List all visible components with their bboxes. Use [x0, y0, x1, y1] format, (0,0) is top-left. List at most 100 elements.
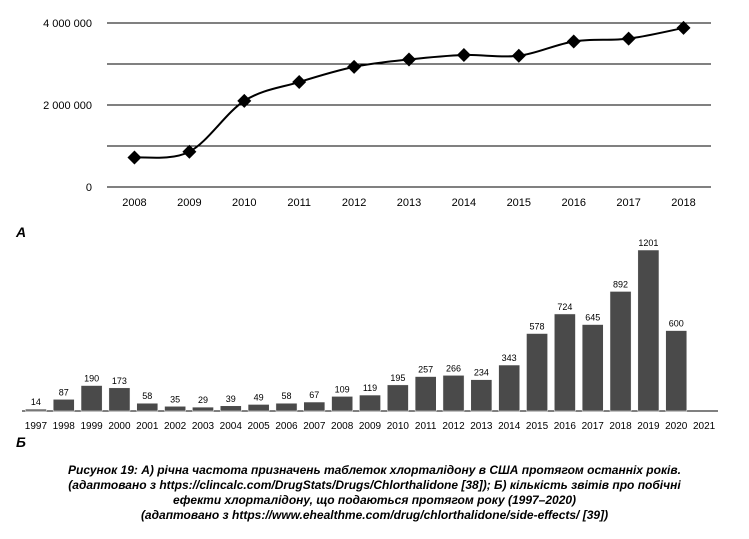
data-label: 195 [390, 373, 405, 383]
figure-caption: Рисунок 19: А) річна частота призначень … [0, 463, 749, 523]
bar [275, 402, 298, 412]
bar-chart-side-effect-reports: 14 1997 87 1998 190 1999 173 2000 58 2001 35 2002 29… [22, 238, 718, 432]
x-tick-label: 2004 [220, 421, 243, 432]
x-tick-label: 2009 [359, 421, 382, 432]
x-tick-label: 2006 [275, 421, 298, 432]
line-chart-prescriptions: 0 2 000 000 4 000 000 2008 2009 2010 2011 2012 2… [43, 18, 711, 209]
data-point-marker [566, 34, 581, 49]
data-point-marker [237, 93, 252, 108]
bar [52, 399, 75, 412]
x-tick-label: 1998 [53, 421, 76, 432]
data-label: 29 [198, 395, 208, 405]
data-label: 87 [59, 387, 69, 397]
bar [219, 405, 242, 412]
panel-label-a: А [16, 224, 27, 240]
bar [108, 387, 131, 412]
data-label: 645 [585, 313, 600, 323]
bar [331, 396, 353, 412]
x-tick-label: 2021 [693, 421, 716, 432]
data-label: 578 [530, 322, 545, 332]
data-point-marker [292, 75, 307, 90]
bar [665, 330, 688, 412]
data-label: 600 [669, 319, 684, 329]
data-point-marker [127, 150, 142, 165]
data-label: 343 [502, 353, 517, 363]
data-label: 58 [142, 391, 152, 401]
data-label: 49 [254, 392, 264, 402]
x-tick-label: 2014 [498, 421, 521, 432]
data-point-marker [402, 52, 416, 67]
x-tick-label: 2010 [232, 197, 256, 209]
data-label: 1201 [638, 238, 658, 248]
bar [359, 394, 381, 412]
bar [303, 401, 326, 412]
x-tick-label: 2008 [331, 421, 354, 432]
y-tick-label: 0 [86, 182, 92, 194]
data-label: 257 [418, 365, 433, 375]
data-label: 724 [557, 302, 572, 312]
data-label: 266 [446, 363, 461, 373]
bar [247, 404, 270, 412]
x-tick-label: 2016 [561, 197, 585, 209]
x-tick-label: 2008 [122, 197, 146, 209]
series-line [134, 26, 684, 159]
panel-label-b: Б [16, 434, 26, 450]
x-tick-label: 2015 [526, 421, 549, 432]
x-tick-label: 2018 [609, 421, 632, 432]
caption-line-1: Рисунок 19: А) річна частота призначень … [68, 463, 681, 477]
x-tick-label: 2020 [665, 421, 688, 432]
bar [442, 375, 465, 412]
data-label: 14 [31, 397, 41, 407]
x-tick-label: 2007 [303, 421, 326, 432]
x-tick-label: 2011 [287, 197, 311, 209]
x-tick-label: 2001 [136, 421, 159, 432]
bar [637, 249, 660, 412]
data-label: 190 [84, 374, 99, 384]
data-label: 234 [474, 368, 489, 378]
data-point-marker [621, 31, 636, 46]
x-tick-label: 2018 [671, 197, 695, 209]
x-tick-label: 2000 [108, 421, 131, 432]
bar [164, 406, 186, 412]
x-tick-label: 2015 [507, 197, 531, 209]
bar [554, 313, 576, 412]
x-tick-label: 1997 [25, 421, 48, 432]
bar [387, 384, 409, 412]
caption-line-2: (адаптовано з https://clincalc.com/DrugS… [68, 478, 681, 492]
data-label: 35 [170, 394, 180, 404]
data-label: 58 [281, 391, 291, 401]
bar [192, 406, 214, 412]
x-tick-label: 2012 [442, 421, 465, 432]
x-tick-label: 2011 [415, 421, 437, 432]
caption-line-4: (адаптовано з https://www.ehealthme.com/… [140, 508, 609, 522]
x-tick-label: 2002 [164, 421, 187, 432]
x-tick-label: 2017 [616, 197, 640, 209]
data-point-marker [182, 144, 197, 159]
y-tick-label: 4 000 000 [43, 18, 92, 30]
x-tick-label: 2014 [452, 197, 476, 209]
data-point-marker [676, 20, 691, 35]
bar [470, 379, 493, 412]
data-label: 119 [363, 383, 377, 393]
data-point-marker [347, 59, 362, 74]
data-label: 892 [613, 279, 628, 289]
x-tick-label: 2012 [342, 197, 366, 209]
caption-line-3: ефекти хлорталідону, що подаються протяг… [172, 493, 577, 507]
data-label: 109 [335, 384, 350, 394]
x-tick-label: 2017 [582, 421, 605, 432]
x-tick-label: 2019 [637, 421, 660, 432]
data-point-marker [511, 48, 526, 63]
y-tick-label: 2 000 000 [43, 100, 92, 112]
x-tick-label: 2009 [177, 197, 201, 209]
bar [80, 385, 103, 412]
data-label: 39 [226, 394, 236, 404]
bar [414, 376, 437, 412]
x-tick-label: 2013 [470, 421, 493, 432]
x-tick-label: 2013 [397, 197, 421, 209]
bar [581, 324, 604, 412]
x-tick-label: 2005 [248, 421, 271, 432]
x-tick-label: 1999 [80, 421, 103, 432]
data-point-marker [456, 47, 471, 62]
bar [498, 364, 521, 412]
